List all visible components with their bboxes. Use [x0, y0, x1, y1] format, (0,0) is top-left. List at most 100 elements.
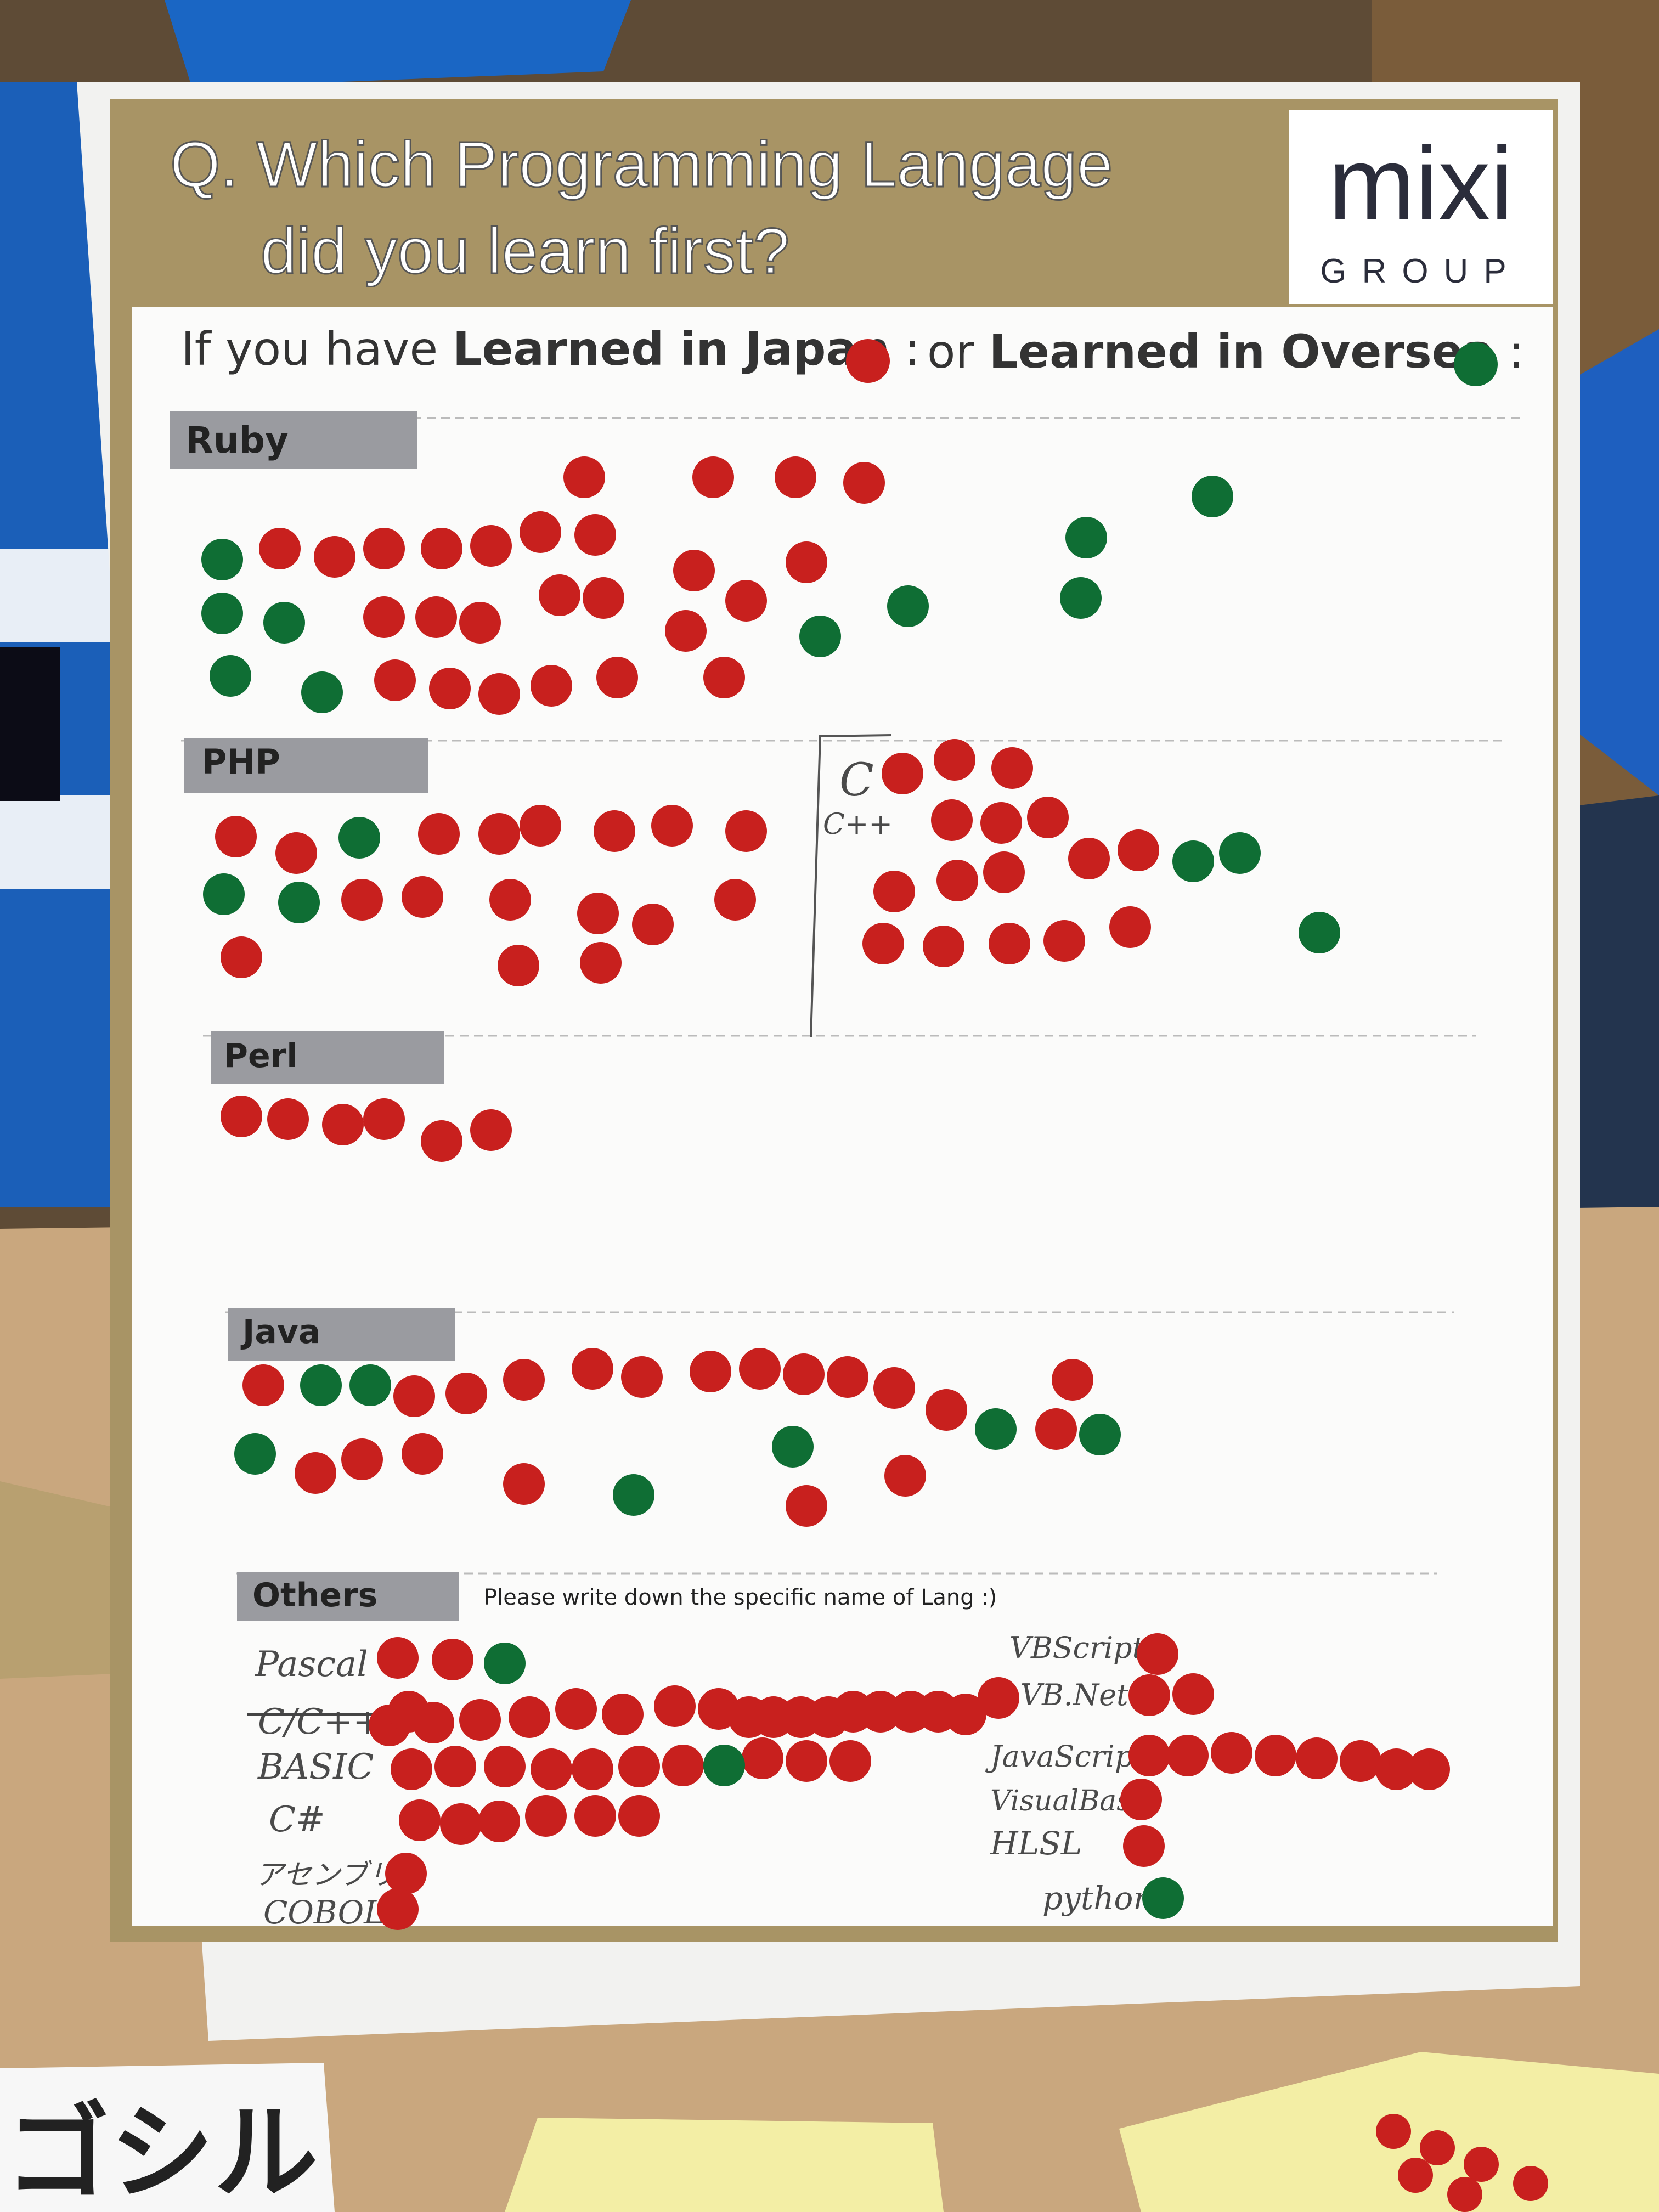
japan-sticker-dot [882, 753, 923, 794]
hw-pascal: Pascal [255, 1644, 368, 1685]
japan-sticker-dot [421, 528, 462, 569]
oversea-sticker-dot [300, 1364, 342, 1406]
japan-sticker-dot [1137, 1633, 1178, 1675]
japan-sticker-dot [843, 462, 885, 504]
japan-sticker-dot [275, 832, 317, 874]
oversea-sticker-dot [799, 616, 841, 657]
oversea-sticker-dot [263, 602, 305, 644]
japan-sticker-dot [725, 580, 767, 622]
label-others-bg [237, 1572, 459, 1621]
japan-sticker-dot [215, 816, 257, 857]
japan-sticker-dot [714, 879, 756, 921]
oversea-sticker-dot [1192, 476, 1233, 517]
japan-sticker-dot [583, 577, 624, 619]
japan-sticker-dot [1052, 1359, 1093, 1401]
japan-sticker-dot [1375, 1748, 1417, 1790]
japan-sticker-dot [862, 923, 904, 964]
japan-sticker-dot [531, 665, 572, 707]
japan-sticker-dot [1043, 920, 1085, 962]
japan-sticker-dot [991, 747, 1033, 789]
sheet-dot [1447, 2177, 1482, 2212]
japan-sticker-dot [555, 1688, 597, 1730]
japan-sticker-dot [421, 1120, 462, 1162]
japan-sticker-dot [873, 1367, 915, 1409]
oversea-sticker-dot [703, 1745, 745, 1786]
c-section-line [810, 734, 892, 1037]
japan-sticker-dot [402, 876, 443, 918]
label-php-bg [184, 738, 428, 793]
hw-cpp: C++ [823, 808, 893, 841]
label-ruby: Ruby [185, 419, 289, 461]
japan-sticker-dot [1211, 1732, 1252, 1774]
japan-sticker-dot [478, 1801, 520, 1842]
japan-sticker-dot [884, 1455, 926, 1497]
oversea-sticker-dot [278, 882, 320, 923]
japan-sticker-dot [539, 574, 580, 616]
japan-sticker-dot [459, 602, 501, 644]
japan-sticker-dot [739, 1348, 781, 1390]
oversea-sticker-dot [201, 592, 243, 634]
hw-vbscript: VBScript [1009, 1630, 1144, 1665]
hw-cobol: COBOL [263, 1894, 385, 1931]
japan-sticker-dot [391, 1748, 432, 1790]
japan-sticker-dot [478, 673, 520, 715]
japan-sticker-dot [577, 893, 619, 934]
sheet-dot [1420, 2130, 1455, 2165]
hw-csharp: C# [269, 1799, 325, 1840]
japan-sticker-dot [563, 456, 605, 498]
gold-pouch [0, 1481, 143, 1679]
japan-sticker-dot [926, 1389, 967, 1431]
japan-sticker-dot [429, 668, 471, 709]
japan-sticker-dot [1109, 906, 1151, 948]
oversea-sticker-dot [1172, 840, 1214, 882]
japan-sticker-dot [1068, 838, 1110, 879]
japan-sticker-dot [363, 528, 405, 569]
japan-sticker-dot [827, 1356, 868, 1398]
mixi-logo-text: mixi [1328, 126, 1514, 242]
label-java-bg [228, 1308, 455, 1361]
legend-line-oversea: or Learned in Oversea : [927, 325, 1524, 379]
label-java: Java [240, 1313, 320, 1351]
label-ruby-bg [170, 411, 417, 469]
japan-sticker-dot [572, 1348, 613, 1390]
oversea-sticker-dot [1299, 912, 1340, 953]
japan-sticker-dot [489, 879, 531, 921]
japan-sticker-dot [632, 904, 674, 945]
oversea-sticker-dot [887, 585, 929, 627]
dark-object [0, 647, 60, 801]
sticker-dots [201, 456, 1450, 1930]
japan-sticker-dot [1120, 1779, 1162, 1820]
label-perl: Perl [224, 1037, 298, 1075]
japan-sticker-dot [673, 550, 715, 591]
japan-sticker-dot [374, 659, 416, 701]
oversea-sticker-dot [301, 672, 343, 713]
japan-sticker-dot [830, 1740, 871, 1782]
oversea-sticker-dot [203, 873, 245, 915]
japan-sticker-dot [520, 511, 561, 553]
japan-sticker-dot [621, 1356, 663, 1398]
japan-sticker-dot [574, 514, 616, 556]
japan-sticker-dot [873, 871, 915, 912]
japan-sticker-dot [478, 813, 520, 855]
japan-sticker-dot [580, 942, 622, 984]
japan-sticker-dot [654, 1685, 696, 1727]
hw-javascript: JavaScript [985, 1739, 1146, 1774]
japan-sticker-dot [259, 528, 301, 569]
japan-sticker-dot [377, 1637, 419, 1679]
japan-sticker-dot [936, 860, 978, 901]
japan-sticker-dot [399, 1799, 441, 1841]
japan-sticker-dot [402, 1433, 443, 1475]
oversea-sticker-dot [234, 1433, 276, 1475]
japan-sticker-dot [363, 596, 405, 638]
japan-sticker-dot [602, 1694, 644, 1735]
japan-sticker-dot [1408, 1748, 1450, 1790]
japan-sticker-dot [786, 1740, 827, 1782]
oversea-sticker-dot [1142, 1877, 1184, 1919]
japan-sticker-dot [440, 1803, 482, 1845]
japan-sticker-dot [931, 799, 973, 841]
japan-sticker-dot [341, 1438, 383, 1480]
oversea-sticker-dot [338, 817, 380, 859]
japan-sticker-dot [341, 879, 383, 921]
japan-sticker-dot [503, 1463, 545, 1505]
